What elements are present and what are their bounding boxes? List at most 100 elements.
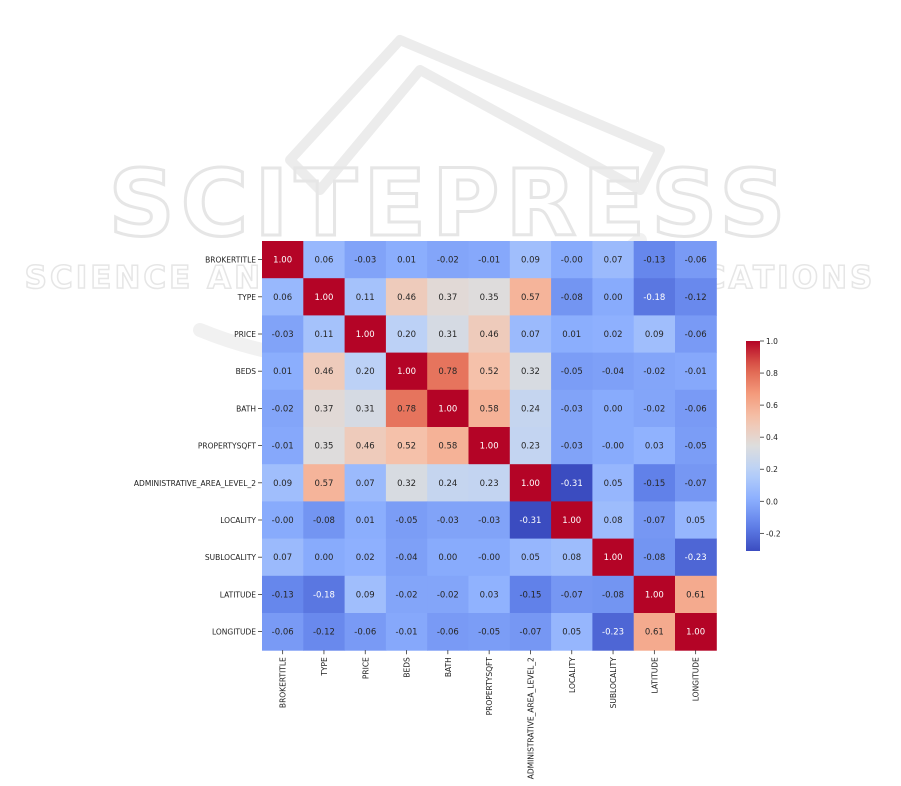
cell-value-label: 0.52 — [480, 367, 499, 377]
heatmap-cell — [427, 352, 469, 391]
heatmap-cell — [675, 538, 717, 577]
heatmap-cell — [427, 575, 469, 614]
cell-value-label: 0.32 — [397, 479, 416, 489]
cell-value-label: 0.07 — [604, 256, 623, 266]
heatmap-cell — [303, 352, 346, 391]
cell-value-label: -0.04 — [602, 367, 624, 377]
cell-value-label: 0.37 — [438, 293, 457, 303]
cell-value-label: -0.03 — [272, 330, 294, 340]
heatmap-cell — [385, 464, 428, 502]
cell-value-label: 0.37 — [314, 404, 333, 414]
heatmap-cell — [468, 501, 511, 540]
cell-value-label: 0.09 — [645, 330, 664, 340]
heatmap-cell — [427, 464, 469, 502]
heatmap-cell — [551, 501, 593, 540]
heatmap-cell — [675, 464, 717, 502]
cell-value-label: 0.46 — [397, 293, 416, 303]
heatmap-cell — [427, 538, 469, 577]
cell-value-label: -0.12 — [685, 293, 707, 303]
heatmap-cell — [675, 613, 717, 651]
colorbar-tick-label: 1.0 — [766, 337, 778, 346]
heatmap-cell — [385, 427, 428, 465]
cell-value-label: 0.31 — [438, 330, 457, 340]
cell-value-label: -0.03 — [354, 256, 376, 266]
cell-value-label: 0.01 — [562, 330, 581, 340]
cell-value-label: 0.46 — [314, 367, 333, 377]
x-tick-label: BATH — [444, 657, 453, 677]
cell-value-label: -0.05 — [396, 516, 418, 526]
colorbar-tick-label: -0.2 — [766, 529, 781, 538]
cell-value-label: -0.01 — [685, 367, 707, 377]
heatmap-cell — [509, 352, 552, 391]
heatmap-cell — [262, 389, 304, 428]
heatmap-cell — [344, 278, 387, 316]
heatmap-cell — [344, 464, 387, 502]
heatmap-cell — [675, 352, 717, 391]
heatmap-cell — [551, 575, 593, 614]
heatmap-cell — [592, 278, 635, 316]
heatmap-cell — [262, 352, 304, 391]
cell-value-label: 0.03 — [480, 590, 499, 600]
heatmap-cell — [385, 241, 428, 279]
heatmap-cell — [592, 464, 635, 502]
cell-value-label: 1.00 — [562, 516, 581, 526]
heatmap-cell — [633, 575, 676, 614]
heatmap-cell — [509, 464, 552, 502]
heatmap-cell — [468, 427, 511, 465]
colorbar-tick-label: 0.4 — [766, 433, 778, 442]
heatmap-cell — [592, 315, 635, 354]
y-tick-label: BROKERTITLE — [205, 256, 256, 265]
heatmap-cell — [385, 389, 428, 428]
heatmap-cell — [633, 241, 676, 279]
heatmap-cell — [262, 278, 304, 316]
heatmap-cell — [633, 464, 676, 502]
cell-value-label: 0.06 — [314, 256, 333, 266]
cell-value-label: 0.06 — [273, 293, 292, 303]
cell-value-label: 0.07 — [521, 330, 540, 340]
heatmap-cell — [303, 501, 346, 540]
heatmap-cell — [262, 427, 304, 465]
colorbar-tick-label: 0.8 — [766, 369, 778, 378]
y-tick-label: BATH — [236, 404, 256, 413]
cell-value-label: -0.01 — [478, 256, 500, 266]
heatmap-cell — [262, 501, 304, 540]
heatmap-cell — [344, 241, 387, 279]
cell-value-label: 0.20 — [356, 367, 375, 377]
heatmap-cell — [675, 241, 717, 279]
heatmap-cell — [509, 241, 552, 279]
cell-value-label: -0.08 — [561, 293, 583, 303]
x-tick-label: TYPE — [320, 657, 329, 677]
heatmap-cell — [262, 575, 304, 614]
heatmap-cell — [344, 575, 387, 614]
heatmap-cell — [509, 538, 552, 577]
heatmap-cell — [344, 427, 387, 465]
heatmap-cell — [633, 315, 676, 354]
cell-value-label: 0.00 — [604, 293, 623, 303]
heatmap-cell — [675, 575, 717, 614]
heatmap-cell — [303, 575, 346, 614]
cell-value-label: 0.11 — [356, 293, 375, 303]
heatmap-cell — [551, 278, 593, 316]
y-tick-label: LOCALITY — [220, 516, 256, 525]
cell-value-label: 1.00 — [604, 553, 623, 563]
heatmap-cell — [509, 575, 552, 614]
colorbar — [746, 341, 760, 551]
heatmap-cell — [551, 464, 593, 502]
x-tick-label: BROKERTITLE — [279, 657, 288, 708]
heatmap-cell — [468, 389, 511, 428]
cell-value-label: 1.00 — [645, 590, 664, 600]
cell-value-label: 0.57 — [314, 479, 333, 489]
x-tick-label: PRICE — [361, 657, 370, 679]
heatmap-cell — [427, 389, 469, 428]
colorbar-tick-label: 0.2 — [766, 465, 778, 474]
heatmap-cell — [551, 538, 593, 577]
cell-value-label: 1.00 — [480, 442, 499, 452]
cell-value-label: -0.18 — [313, 590, 335, 600]
y-tick-label: TYPE — [237, 293, 257, 302]
heatmap-cell — [592, 501, 635, 540]
cell-value-label: 0.00 — [438, 553, 457, 563]
heatmap-cell — [385, 352, 428, 391]
heatmap-cell — [344, 352, 387, 391]
heatmap-cell — [468, 352, 511, 391]
heatmap-cell — [344, 501, 387, 540]
